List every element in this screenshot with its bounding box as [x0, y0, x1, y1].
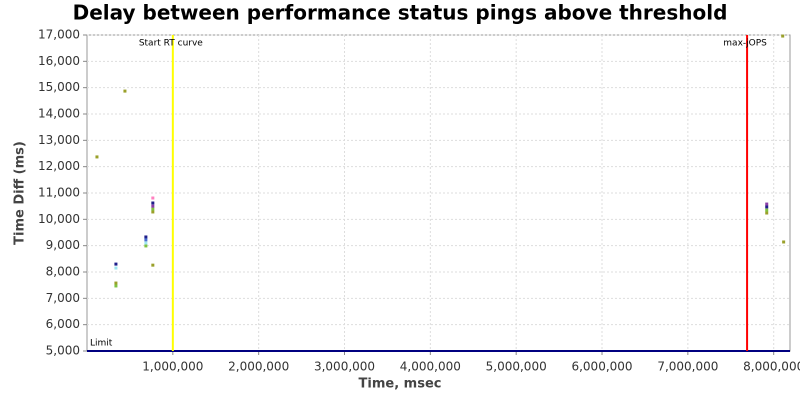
y-axis-label: Time Diff (ms)	[13, 141, 28, 245]
point	[151, 207, 155, 211]
point	[144, 241, 148, 245]
y-tick-label: 6,000	[46, 317, 80, 331]
point	[123, 89, 127, 93]
point	[151, 196, 155, 200]
point	[765, 208, 769, 212]
x-tick-label: 8,000,000	[743, 360, 800, 374]
x-tick-label: 4,000,000	[400, 360, 461, 374]
y-tick-label: 8,000	[46, 265, 80, 279]
point	[144, 244, 148, 248]
chart-title: Delay between performance status pings a…	[73, 1, 728, 25]
point	[781, 34, 785, 38]
point	[114, 262, 118, 266]
point	[95, 155, 99, 159]
x-tick-label: 2,000,000	[228, 360, 289, 374]
y-tick-label: 15,000	[38, 80, 80, 94]
y-tick-label: 13,000	[38, 133, 80, 147]
y-tick-label: 5,000	[46, 344, 80, 358]
point	[114, 284, 118, 288]
y-tick-label: 16,000	[38, 54, 80, 68]
point	[782, 240, 786, 244]
point	[765, 205, 769, 209]
y-tick-label: 7,000	[46, 291, 80, 305]
x-axis-label: Time, msec	[359, 377, 442, 392]
point	[144, 235, 148, 239]
x-tick-label: 3,000,000	[314, 360, 375, 374]
point	[765, 202, 769, 206]
point	[151, 263, 155, 267]
point	[144, 238, 148, 242]
x-tick-label: 7,000,000	[657, 360, 718, 374]
point	[114, 281, 118, 285]
marker-label: Start RT curve	[139, 39, 203, 49]
marker-label: max-jOPS	[723, 39, 767, 49]
threshold-label: Limit	[90, 339, 113, 349]
y-tick-label: 12,000	[38, 159, 80, 173]
x-tick-label: 1,000,000	[142, 360, 203, 374]
x-tick-label: 5,000,000	[486, 360, 547, 374]
point	[151, 204, 155, 208]
point	[151, 201, 155, 205]
point	[765, 211, 769, 215]
x-tick-label: 6,000,000	[571, 360, 632, 374]
y-tick-label: 11,000	[38, 186, 80, 200]
y-tick-label: 9,000	[46, 238, 80, 252]
y-tick-label: 14,000	[38, 107, 80, 121]
y-tick-label: 10,000	[38, 212, 80, 226]
y-tick-label: 17,000	[38, 28, 80, 42]
point	[151, 210, 155, 214]
point	[114, 266, 118, 270]
